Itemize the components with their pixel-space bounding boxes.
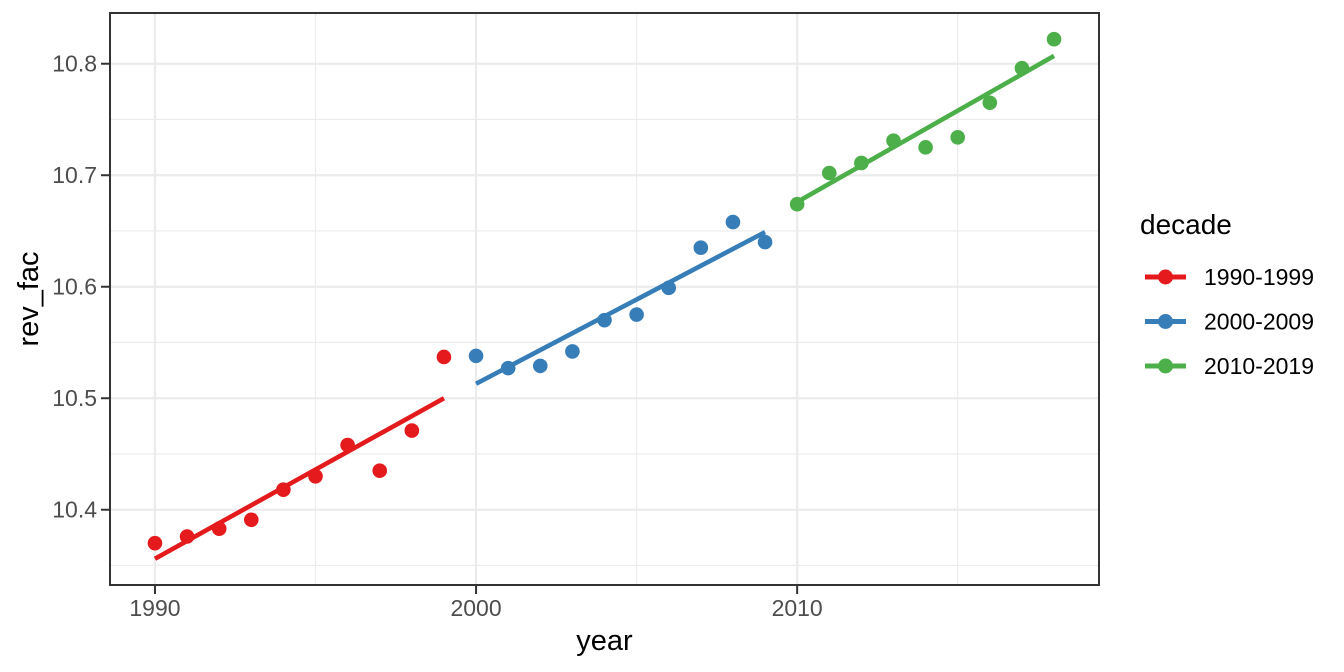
data-point xyxy=(950,130,966,145)
y-tick-label: 10.8 xyxy=(52,51,97,77)
data-point xyxy=(629,307,644,322)
data-point xyxy=(147,535,163,551)
legend-item: 2000-2009 xyxy=(1145,309,1314,335)
x-tick-label: 2010 xyxy=(772,595,823,621)
legend-title: decade xyxy=(1140,209,1232,240)
panel-border xyxy=(109,12,1100,586)
y-axis-title: rev_fac xyxy=(13,251,45,346)
data-point xyxy=(243,512,259,528)
data-point xyxy=(725,214,741,230)
legend-item-label: 2000-2009 xyxy=(1204,309,1314,335)
legend-item-label: 1990-1999 xyxy=(1204,264,1314,290)
data-point xyxy=(982,95,998,111)
trend-line xyxy=(153,396,446,561)
y-tick-label: 10.5 xyxy=(52,385,97,411)
y-tick-label: 10.4 xyxy=(52,497,97,523)
data-point xyxy=(565,344,580,359)
data-point xyxy=(918,140,933,155)
data-point xyxy=(757,234,773,250)
x-tick-label: 1990 xyxy=(129,595,180,621)
data-point xyxy=(372,463,388,479)
data-point xyxy=(532,358,548,374)
y-tick-label: 10.6 xyxy=(52,274,97,300)
legend-key-dot xyxy=(1158,314,1173,329)
trend-line xyxy=(474,230,767,386)
legend-item: 2010-2019 xyxy=(1145,353,1314,379)
data-point xyxy=(404,423,420,438)
series-2000-2009 xyxy=(468,214,773,386)
legend-item: 1990-1999 xyxy=(1145,264,1314,290)
trend-line xyxy=(796,53,1056,204)
data-point xyxy=(468,348,484,364)
data-point xyxy=(693,240,709,256)
x-axis-title: year xyxy=(576,625,633,657)
legend-key-dot xyxy=(1158,358,1173,374)
y-tick-label: 10.7 xyxy=(52,162,97,188)
x-tick-label: 2000 xyxy=(450,595,501,621)
series-1990-1999 xyxy=(147,349,452,561)
legend-item-label: 2010-2019 xyxy=(1204,353,1314,379)
legend-key-dot xyxy=(1158,269,1173,285)
data-point xyxy=(436,349,452,365)
data-point xyxy=(821,165,837,181)
series-2010-2019 xyxy=(789,31,1062,212)
data-point xyxy=(1046,31,1062,47)
